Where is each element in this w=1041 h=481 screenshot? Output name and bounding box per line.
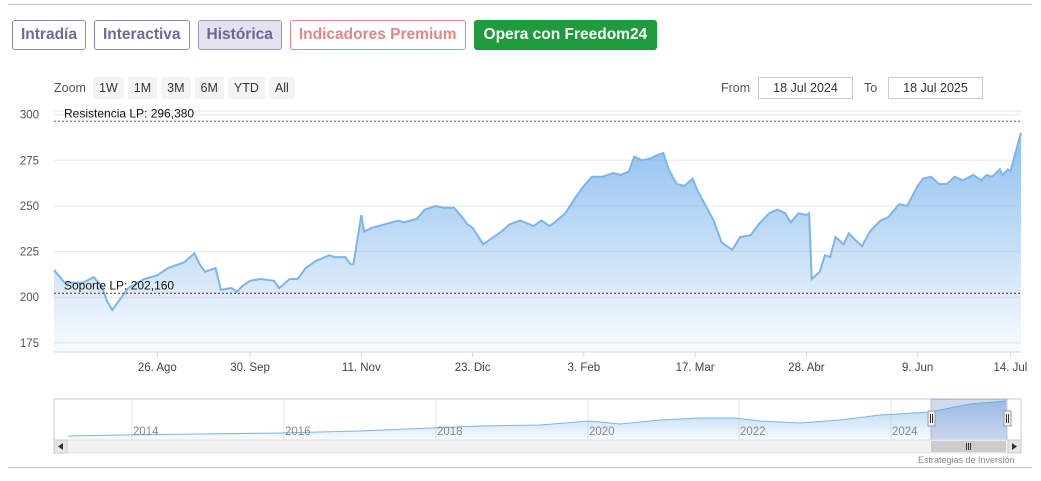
scrollbar-track[interactable] <box>53 439 1022 454</box>
from-label: From <box>721 81 751 95</box>
x-tick-label: 9. Jun <box>902 362 933 374</box>
arrow-right-icon <box>1012 443 1017 450</box>
opera-freedom24-button[interactable]: Opera con Freedom24 <box>473 20 658 50</box>
navigator-year-label: 2014 <box>133 426 159 438</box>
from-date-input[interactable]: 18 Jul 2024 <box>758 77 853 99</box>
navigator-year-labels: 2014 2016 2018 2020 2022 2024 <box>133 426 918 438</box>
resistance-label: Resistencia LP: 296,380 <box>64 106 194 120</box>
navigator-area <box>68 401 1006 440</box>
zoom-1m-button[interactable]: 1M <box>127 77 158 99</box>
navigator-year-label: 2022 <box>740 426 766 438</box>
x-tick-label: 28. Abr <box>788 362 825 374</box>
tab-intradia[interactable]: Intradía <box>12 20 86 50</box>
chart-credit[interactable]: Estrategias de Inversión <box>918 455 1015 465</box>
arrow-left-icon <box>58 443 63 450</box>
x-tick-label: 23. Dic <box>455 362 491 374</box>
x-tick-label: 11. Nov <box>342 362 381 374</box>
price-line <box>53 132 1022 312</box>
zoom-6m-button[interactable]: 6M <box>194 77 224 99</box>
navigator-right-handle[interactable] <box>1003 410 1012 427</box>
scrollbar[interactable] <box>53 439 1022 454</box>
y-tick-label: 225 <box>20 247 39 259</box>
price-area <box>54 132 1021 352</box>
tab-indicadores-premium[interactable]: Indicadores Premium <box>289 20 466 50</box>
x-tick-label: 30. Sep <box>230 362 270 374</box>
zoom-ytd-button[interactable]: YTD <box>227 77 265 99</box>
navigator-year-label: 2018 <box>437 426 463 438</box>
y-tick-label: 275 <box>20 155 39 167</box>
navigator-year-label: 2024 <box>892 426 918 438</box>
zoom-all-button[interactable]: All <box>268 77 295 99</box>
to-label: To <box>864 81 878 95</box>
navigator-line <box>67 400 1007 437</box>
navigator-left-handle[interactable] <box>927 410 936 427</box>
navigator-year-label: 2020 <box>589 426 615 438</box>
zoom-buttons: 1W 1M 3M 6M YTD All <box>93 77 295 99</box>
y-tick-label: 250 <box>20 201 39 213</box>
x-tick-label: 26. Ago <box>138 362 177 374</box>
to-date-input[interactable]: 18 Jul 2025 <box>888 77 983 99</box>
navigator-selection[interactable] <box>930 398 1008 441</box>
y-tick-label: 175 <box>20 338 39 350</box>
view-tabs: Intradía Interactiva Histórica Indicador… <box>12 20 658 50</box>
navigator-year-label: 2016 <box>285 426 311 438</box>
x-tick-label: 14. Jul <box>993 362 1027 374</box>
tab-interactiva[interactable]: Interactiva <box>93 20 190 50</box>
x-axis-ticks: 26. Ago 30. Sep 11. Nov 23. Dic 3. Feb 17. Ma… <box>138 352 1027 374</box>
bottom-divider <box>8 467 1032 468</box>
y-axis-ticks: 175 200 225 250 275 300 <box>20 110 39 350</box>
x-tick-label: 17. Mar <box>676 362 715 374</box>
tab-historica[interactable]: Histórica <box>197 20 282 50</box>
y-tick-label: 200 <box>20 292 39 304</box>
top-divider <box>8 4 1032 5</box>
zoom-3m-button[interactable]: 3M <box>161 77 191 99</box>
zoom-label: Zoom <box>54 81 86 95</box>
support-label: Soporte LP: 202,160 <box>64 278 174 292</box>
navigator[interactable]: 2014 2016 2018 2020 2022 2024 <box>53 398 1022 441</box>
zoom-1w-button[interactable]: 1W <box>93 77 124 99</box>
y-tick-label: 300 <box>20 110 39 122</box>
level-lines: Resistencia LP: 296,380 Soporte LP: 202,1… <box>54 106 1021 294</box>
x-tick-label: 3. Feb <box>568 362 601 374</box>
